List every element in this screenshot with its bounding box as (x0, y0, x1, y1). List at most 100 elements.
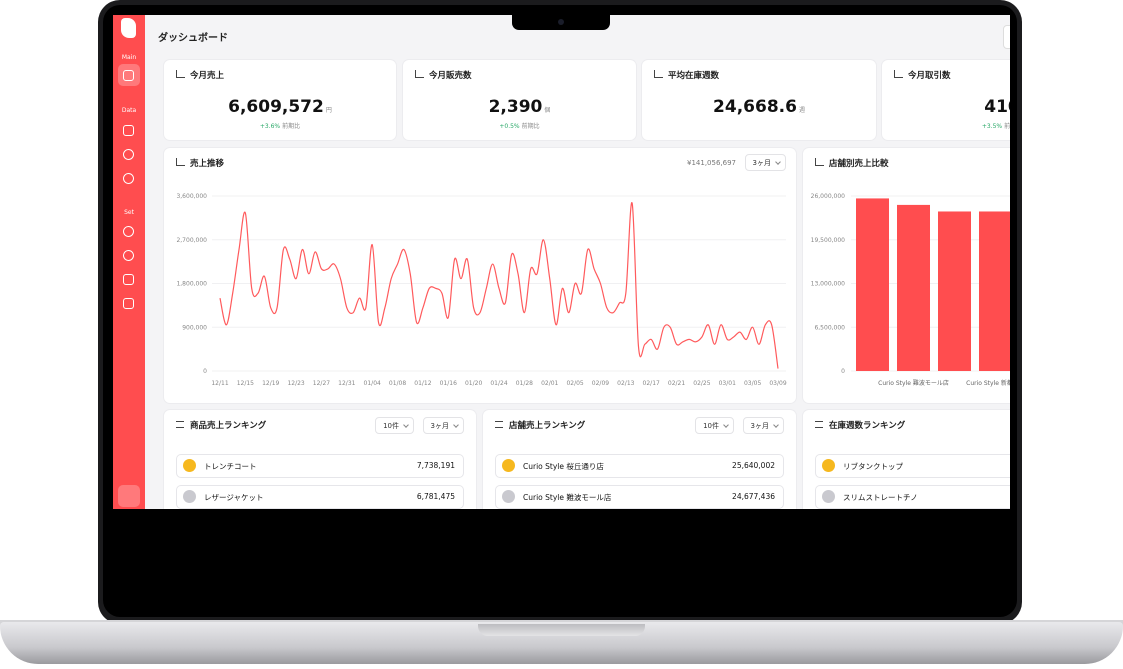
kpi-card: 今月販売数 2,390 個 +0.5% 前期比 (403, 60, 636, 140)
count-dropdown[interactable]: 10件 (695, 417, 734, 434)
x-tick-label: 01/24 (490, 380, 507, 387)
kpi-icon (894, 70, 903, 78)
ranking-card: 商品売上ランキング 3ヶ月 10件 トレンチコート 7,738,191 レザージャケット 6… (164, 410, 476, 509)
nav-icon[interactable] (123, 149, 134, 160)
section-label: Set (124, 209, 134, 216)
period-dropdown[interactable]: 3ヶ月 (742, 417, 784, 434)
y-tick-label: 3,600,000 (176, 193, 207, 200)
ranking-row: スリムストレートチノ (815, 485, 1010, 509)
nav-icon[interactable] (123, 125, 134, 136)
ranking-row: リブタンクトップ (815, 454, 1010, 478)
kpi-title: 今月売上 (190, 71, 225, 81)
y-tick-label: 0 (841, 368, 845, 375)
x-tick-label: 03/01 (719, 380, 736, 387)
x-tick-label: 02/17 (643, 380, 660, 387)
nav-icon[interactable] (123, 298, 134, 309)
logo (121, 18, 136, 38)
row-name: リブタンクトップ (843, 462, 903, 471)
sales-line (219, 202, 779, 369)
total-sales: ¥141,056,697 (687, 159, 736, 167)
kpi-unit: 週 (798, 107, 805, 114)
store-compare-card: 店舗別売上比較 0 6,500,000 13,000,000 19,500,000 26… (803, 148, 1010, 403)
count-dropdown[interactable]: 10件 (375, 417, 414, 434)
x-tick-label: Curio Style 難波モール店 (878, 379, 949, 387)
bar-chart: 0 6,500,000 13,000,000 19,500,000 26,000,000… (811, 193, 1010, 387)
kpi-value-wrap: 2,390 個 (403, 97, 636, 117)
kpi-change: +0.5% (499, 123, 520, 130)
bar (856, 198, 889, 371)
ranking-row: レザージャケット 6,781,475 (176, 485, 464, 509)
y-tick-label: 0 (203, 368, 207, 375)
kpi-value: 410 (984, 97, 1010, 117)
ranking-icon (815, 421, 823, 428)
kpi-change-wrap: +3.5%前期比 (882, 121, 1010, 130)
nav-icon[interactable] (123, 70, 134, 81)
ranking-title: 在庫週数ランキング (829, 421, 906, 431)
x-tick-label: 01/04 (364, 380, 381, 387)
row-name: Curio Style 桜丘通り店 (523, 462, 604, 471)
rank-medal (183, 459, 196, 472)
x-tick-label: 02/05 (566, 380, 583, 387)
x-tick-label: Curio Style 新都心店 (966, 379, 1010, 387)
x-tick-label: 02/25 (693, 380, 710, 387)
user-button[interactable] (118, 485, 140, 507)
period-dropdown[interactable]: 3ヶ月 (744, 154, 786, 171)
sidebar: Main Data Set (113, 15, 145, 509)
laptop-groove (478, 624, 645, 636)
row-name: Curio Style 難波モール店 (523, 493, 612, 502)
nav-icon[interactable] (123, 250, 134, 261)
x-tick-label: 12/11 (211, 380, 228, 387)
nav-icon[interactable] (123, 274, 134, 285)
screen: Main Data Set ダッシュボード 売上推移 ¥141,056,697 … (113, 15, 1010, 509)
card-title: 店舗別売上比較 (829, 159, 889, 169)
row-name: スリムストレートチノ (843, 493, 918, 502)
y-tick-label: 19,500,000 (811, 237, 846, 244)
nav-icon[interactable] (123, 173, 134, 184)
kpi-value-wrap: 410 (882, 97, 1010, 117)
page-title: ダッシュボード (158, 33, 228, 44)
y-tick-label: 13,000,000 (811, 281, 846, 288)
rank-medal (822, 459, 835, 472)
bar (938, 211, 971, 371)
kpi-change: +3.5% (981, 123, 1003, 130)
y-tick-label: 900,000 (182, 324, 207, 331)
bar (897, 204, 930, 371)
x-tick-label: 03/09 (769, 380, 786, 387)
card-icon (176, 158, 185, 166)
kpi-card: 今月売上 6,609,572 円 +3.6% 前期比 (164, 60, 396, 140)
card-title: 売上推移 (190, 159, 225, 169)
ranking-card: 在庫週数ランキングリブタンクトップスリムストレートチノ (803, 410, 1010, 509)
kpi-title: 今月取引数 (908, 71, 951, 81)
kpi-icon (415, 70, 424, 78)
kpi-card: 今月取引数 410 +3.5%前期比 (882, 60, 1010, 140)
kpi-card: 平均在庫週数 24,668.6 週 (642, 60, 876, 140)
x-tick-label: 01/12 (414, 380, 431, 387)
kpi-value: 6,609,572 (228, 97, 324, 117)
ranking-row: Curio Style 難波モール店 24,677,436 (495, 485, 784, 509)
kpi-change: +3.6% (259, 123, 281, 130)
ranking-title: 店舗売上ランキング (509, 421, 586, 431)
kpi-unit: 個 (544, 107, 551, 114)
row-value: 7,738,191 (416, 461, 455, 470)
y-tick-label: 1,800,000 (176, 281, 207, 288)
kpi-change-label: 前期比 (521, 123, 540, 130)
card-icon (815, 158, 824, 166)
kpi-unit: 円 (325, 107, 332, 114)
section-label: Main (121, 54, 137, 61)
header-button[interactable] (1003, 25, 1010, 49)
period-dropdown[interactable]: 3ヶ月 (422, 417, 464, 434)
x-tick-label: 02/21 (668, 380, 685, 387)
kpi-change-label: 前期比 (282, 123, 301, 130)
x-tick-label: 12/15 (237, 380, 254, 387)
x-tick-label: 01/28 (516, 380, 533, 387)
x-tick-label: 01/20 (465, 380, 482, 387)
rank-medal (183, 490, 196, 503)
x-tick-label: 12/31 (338, 380, 355, 387)
ranking-icon (495, 421, 503, 428)
rank-medal (822, 490, 835, 503)
row-name: レザージャケット (204, 493, 264, 502)
nav-icon[interactable] (123, 226, 134, 237)
x-tick-label: 02/13 (617, 380, 634, 387)
kpi-icon (654, 70, 663, 78)
section-label: Data (121, 107, 137, 114)
